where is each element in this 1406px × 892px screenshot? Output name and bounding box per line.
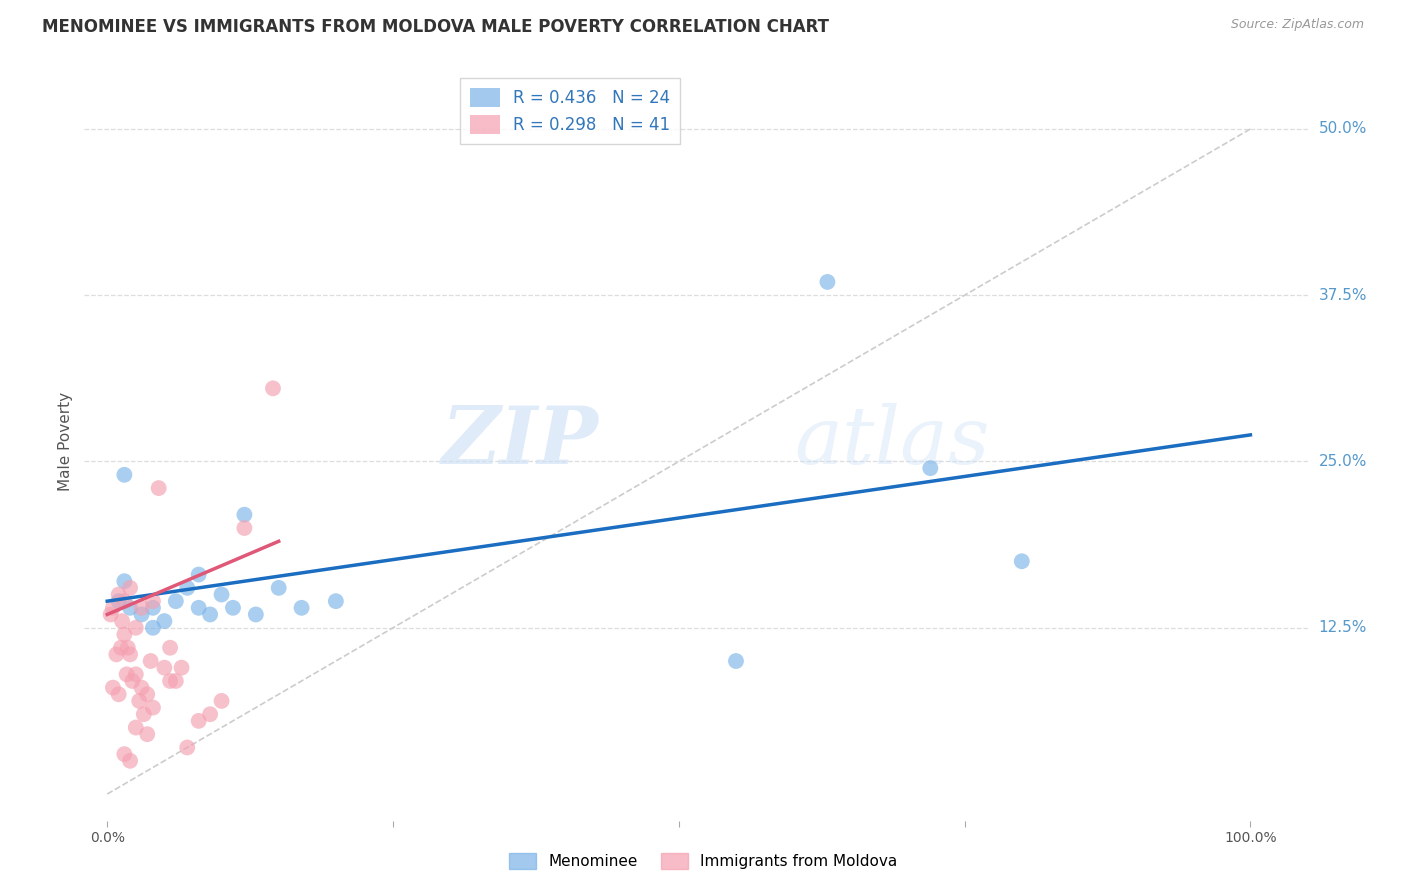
Menominee [233,508,256,522]
Immigrants from Moldova [128,694,150,708]
Immigrants from Moldova [187,714,209,728]
Immigrants from Moldova [101,600,124,615]
Immigrants from Moldova [233,521,256,535]
Immigrants from Moldova [132,707,155,722]
Immigrants from Moldova [107,587,129,601]
Immigrants from Moldova [105,648,128,662]
Immigrants from Moldova [111,614,134,628]
Y-axis label: Male Poverty: Male Poverty [58,392,73,491]
Text: 25.0%: 25.0% [1319,454,1367,469]
Text: 37.5%: 37.5% [1319,288,1367,302]
Immigrants from Moldova [110,640,132,655]
Legend: R = 0.436   N = 24, R = 0.298   N = 41: R = 0.436 N = 24, R = 0.298 N = 41 [460,78,681,144]
Immigrants from Moldova [120,648,142,662]
Immigrants from Moldova [165,673,187,688]
Immigrants from Moldova [131,600,153,615]
Immigrants from Moldova [100,607,122,622]
Menominee [142,600,165,615]
Menominee [131,607,153,622]
Menominee [187,600,209,615]
Immigrants from Moldova [120,754,142,768]
Immigrants from Moldova [170,661,193,675]
Menominee [153,614,176,628]
Immigrants from Moldova [131,681,153,695]
Immigrants from Moldova [136,727,159,741]
Menominee [112,574,135,589]
Immigrants from Moldova [117,640,139,655]
Immigrants from Moldova [107,687,129,701]
Immigrants from Moldova [101,681,124,695]
Immigrants from Moldova [142,700,165,714]
Menominee [724,654,747,668]
Immigrants from Moldova [159,673,181,688]
Immigrants from Moldova [112,627,135,641]
Immigrants from Moldova [112,747,135,761]
Immigrants from Moldova [262,381,284,395]
Menominee [176,581,198,595]
Legend: Menominee, Immigrants from Moldova: Menominee, Immigrants from Moldova [502,847,904,875]
Text: ZIP: ZIP [441,403,598,480]
Text: MENOMINEE VS IMMIGRANTS FROM MOLDOVA MALE POVERTY CORRELATION CHART: MENOMINEE VS IMMIGRANTS FROM MOLDOVA MAL… [42,18,830,36]
Text: Source: ZipAtlas.com: Source: ZipAtlas.com [1230,18,1364,31]
Immigrants from Moldova [198,707,221,722]
Menominee [325,594,347,608]
Menominee [120,600,142,615]
Text: atlas: atlas [794,403,990,480]
Immigrants from Moldova [121,673,143,688]
Menominee [1011,554,1033,568]
Immigrants from Moldova [112,594,135,608]
Immigrants from Moldova [125,721,148,735]
Menominee [211,587,233,601]
Menominee [198,607,221,622]
Immigrants from Moldova [120,581,142,595]
Immigrants from Moldova [125,621,148,635]
Immigrants from Moldova [142,594,165,608]
Immigrants from Moldova [139,654,162,668]
Menominee [112,467,135,482]
Immigrants from Moldova [153,661,176,675]
Immigrants from Moldova [159,640,181,655]
Immigrants from Moldova [136,687,159,701]
Menominee [222,600,245,615]
Immigrants from Moldova [211,694,233,708]
Menominee [245,607,267,622]
Menominee [107,594,129,608]
Menominee [920,461,942,475]
Menominee [142,621,165,635]
Text: 50.0%: 50.0% [1319,121,1367,136]
Menominee [267,581,290,595]
Menominee [165,594,187,608]
Menominee [187,567,209,582]
Text: 12.5%: 12.5% [1319,620,1367,635]
Menominee [817,275,839,289]
Menominee [290,600,312,615]
Immigrants from Moldova [115,667,138,681]
Immigrants from Moldova [176,740,198,755]
Immigrants from Moldova [125,667,148,681]
Immigrants from Moldova [148,481,170,495]
